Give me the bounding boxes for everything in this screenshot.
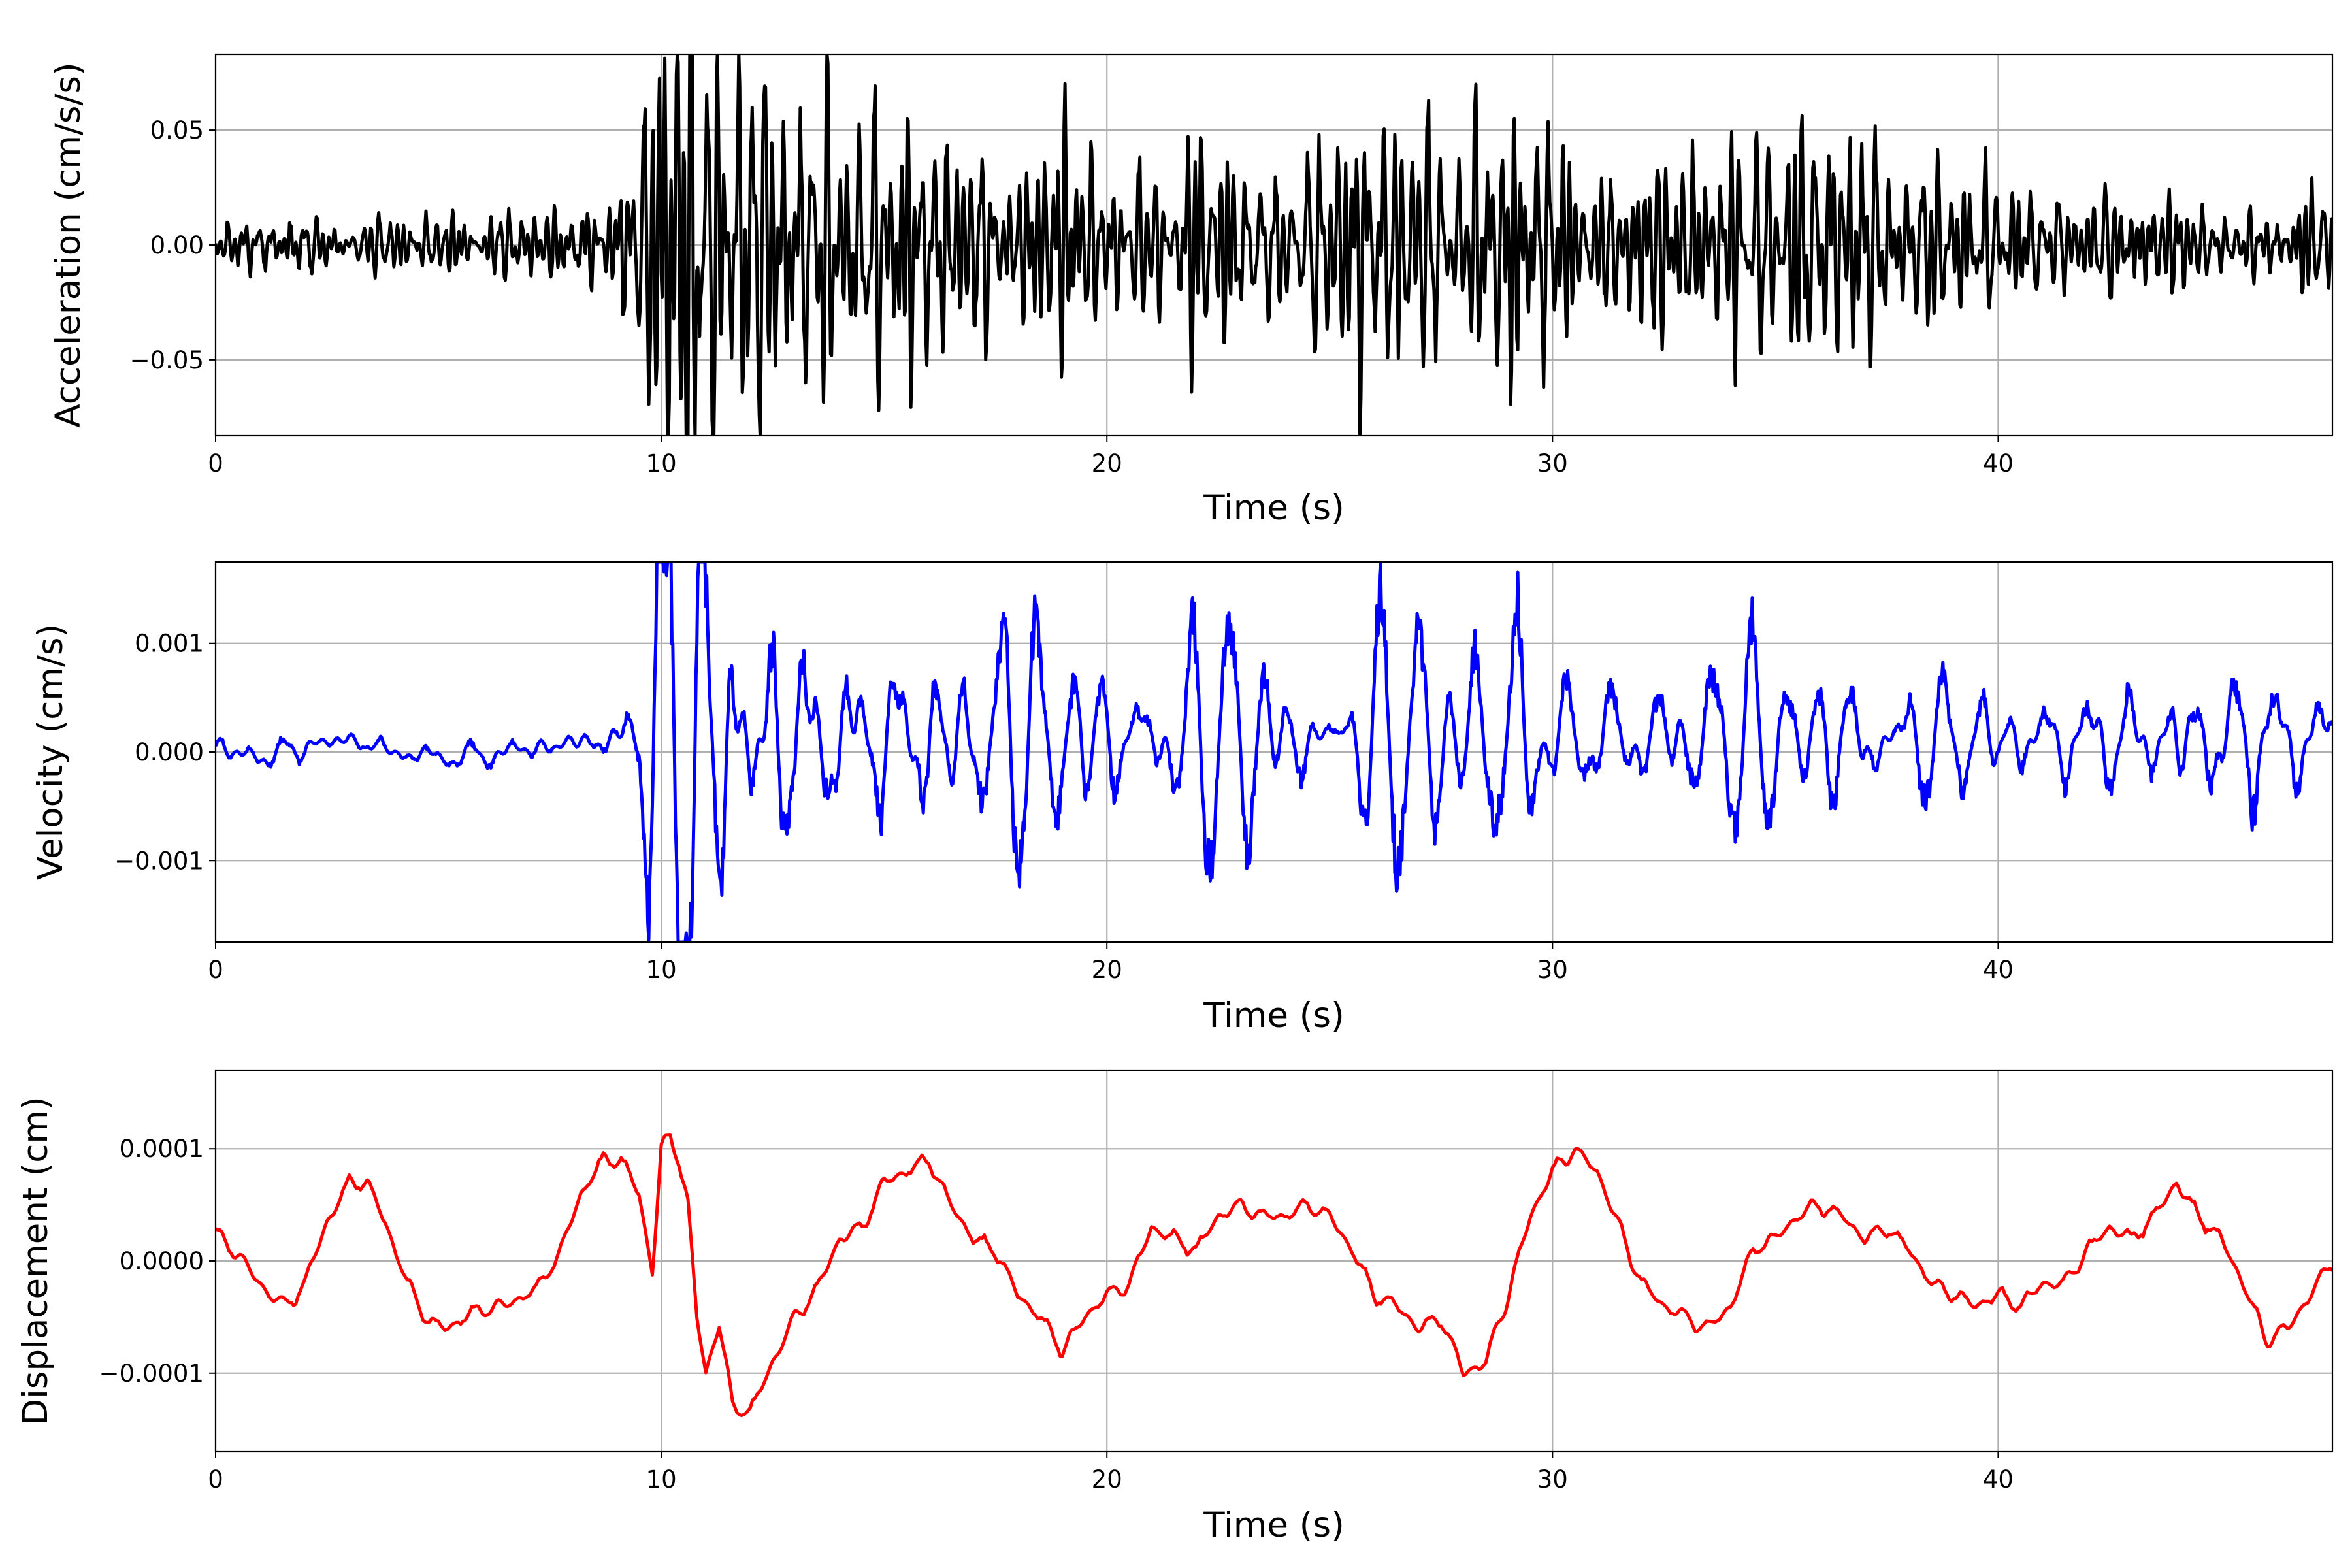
x-tick-label: 0 xyxy=(208,956,223,984)
y-tick-label: 0.0000 xyxy=(120,1247,204,1275)
x-tick-label: 0 xyxy=(208,449,223,478)
y-axis-label: Displacement (cm) xyxy=(16,1096,56,1425)
x-tick-label: 40 xyxy=(1983,1465,2014,1494)
y-tick-label: 0.00 xyxy=(150,231,204,259)
series-line xyxy=(216,1133,2332,1418)
y-tick-label: −0.05 xyxy=(130,346,204,374)
x-axis-label: Time (s) xyxy=(1203,1505,1345,1545)
x-axis-label: Time (s) xyxy=(1203,488,1345,528)
series-line xyxy=(216,562,2332,942)
y-tick-label: 0.0001 xyxy=(120,1135,204,1163)
series-line xyxy=(216,54,2332,436)
y-tick-label: −0.001 xyxy=(114,847,204,875)
y-axis-label: Acceleration (cm/s/s) xyxy=(48,62,88,427)
y-tick-label: −0.0001 xyxy=(99,1360,204,1388)
x-tick-label: 40 xyxy=(1983,449,2014,478)
x-tick-label: 20 xyxy=(1092,449,1122,478)
x-tick-label: 20 xyxy=(1092,1465,1122,1494)
x-tick-label: 30 xyxy=(1537,1465,1568,1494)
panel-3: 0 10 20 30 40 −0.0001 0.0000 0.0001 Time (s) Disp… xyxy=(16,1069,2334,1545)
y-tick-label: 0.000 xyxy=(135,738,204,766)
x-tick-label: 10 xyxy=(646,1465,677,1494)
y-axis-label: Velocity (cm/s) xyxy=(31,624,71,880)
x-tick-label: 40 xyxy=(1983,956,2014,984)
x-tick-label: 10 xyxy=(646,956,677,984)
x-tick-label: 30 xyxy=(1537,449,1568,478)
y-tick-label: 0.001 xyxy=(135,630,204,658)
x-tick-label: 20 xyxy=(1092,956,1122,984)
panel-2: 0 10 20 30 40 −0.001 0.000 0.001 Time (s) Velocit… xyxy=(31,561,2334,1036)
x-tick-label: 0 xyxy=(208,1465,223,1494)
x-tick-label: 30 xyxy=(1537,956,1568,984)
x-axis-label: Time (s) xyxy=(1203,996,1345,1036)
y-tick-label: 0.05 xyxy=(150,116,204,144)
panel-1: 0 10 20 30 40 −0.05 0.00 0.05 Time (s) Accelerati… xyxy=(48,53,2334,528)
x-tick-label: 10 xyxy=(646,449,677,478)
